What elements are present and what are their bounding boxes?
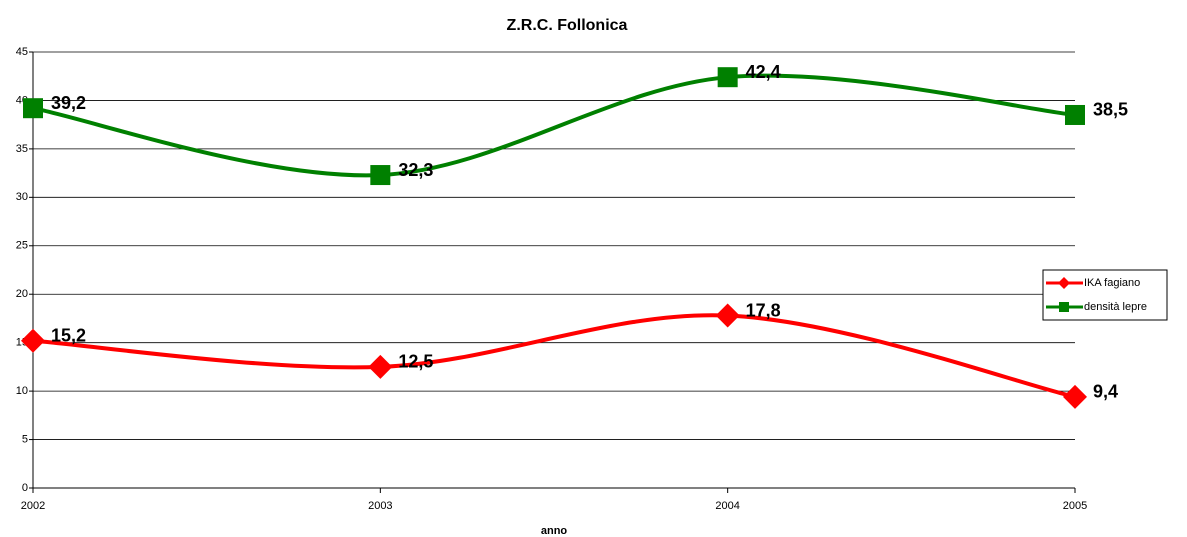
chart-title: Z.R.C. Follonica xyxy=(507,17,628,34)
data-label: 42,4 xyxy=(746,62,781,82)
series-line xyxy=(32,73,1076,178)
marker xyxy=(1063,384,1087,409)
y-tick-label: 20 xyxy=(16,288,28,300)
x-axis-label: anno xyxy=(541,525,568,537)
marker xyxy=(21,328,45,353)
y-tick-label: 10 xyxy=(16,385,28,397)
y-tick-label: 35 xyxy=(16,143,28,155)
marker xyxy=(370,165,391,186)
marker xyxy=(1059,302,1069,312)
data-label: 39,2 xyxy=(51,93,86,113)
data-label: 17,8 xyxy=(746,300,781,320)
x-tick-label: 2004 xyxy=(715,500,739,512)
data-label: 32,3 xyxy=(398,160,433,180)
legend-label: densità lepre xyxy=(1084,301,1147,313)
data-label: 38,5 xyxy=(1093,100,1128,120)
x-tick-label: 2003 xyxy=(368,500,392,512)
x-tick-label: 2005 xyxy=(1063,500,1087,512)
y-tick-label: 30 xyxy=(16,191,28,203)
marker xyxy=(23,98,43,119)
marker xyxy=(1058,277,1070,289)
marker xyxy=(715,303,740,328)
legend-label: IKA fagiano xyxy=(1084,277,1140,289)
y-tick-label: 45 xyxy=(16,46,28,58)
marker xyxy=(368,354,393,379)
y-tick-label: 25 xyxy=(16,240,28,252)
marker xyxy=(717,67,738,88)
data-label: 15,2 xyxy=(51,325,86,345)
x-tick-label: 2002 xyxy=(21,500,45,512)
series-line xyxy=(32,313,1076,399)
y-tick-label: 5 xyxy=(22,433,28,445)
y-tick-label: 0 xyxy=(22,482,28,494)
data-label: 12,5 xyxy=(398,352,433,372)
data-label: 9,4 xyxy=(1093,382,1118,402)
marker xyxy=(1065,104,1085,125)
